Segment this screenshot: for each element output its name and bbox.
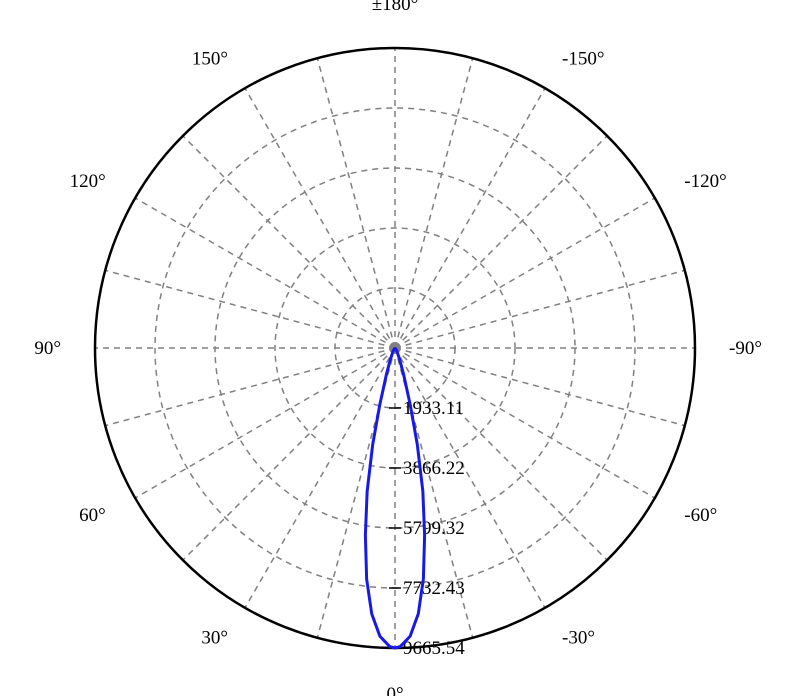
angle-label: -60°	[684, 505, 717, 526]
angle-label: -120°	[684, 171, 726, 192]
angle-label: 60°	[79, 505, 106, 526]
angle-label: ±180°	[372, 0, 419, 15]
angle-label: 30°	[201, 627, 228, 648]
angle-label: 120°	[70, 171, 106, 192]
angle-label: 0°	[386, 684, 403, 696]
radial-tick-label: 9665.54	[403, 638, 465, 659]
radial-tick-label: 5799.32	[403, 518, 465, 539]
angle-label: -150°	[562, 49, 604, 70]
polar-chart: 1933.113866.225799.327732.439665.540°30°…	[0, 0, 790, 696]
radial-ticks: 1933.113866.225799.327732.439665.54	[389, 398, 465, 659]
angle-label: -90°	[729, 338, 762, 359]
radial-tick-label: 3866.22	[403, 458, 465, 479]
angle-label: 90°	[34, 338, 61, 359]
radial-tick-label: 7732.43	[403, 578, 465, 599]
angle-label: -30°	[562, 627, 595, 648]
angle-label: 150°	[192, 49, 228, 70]
